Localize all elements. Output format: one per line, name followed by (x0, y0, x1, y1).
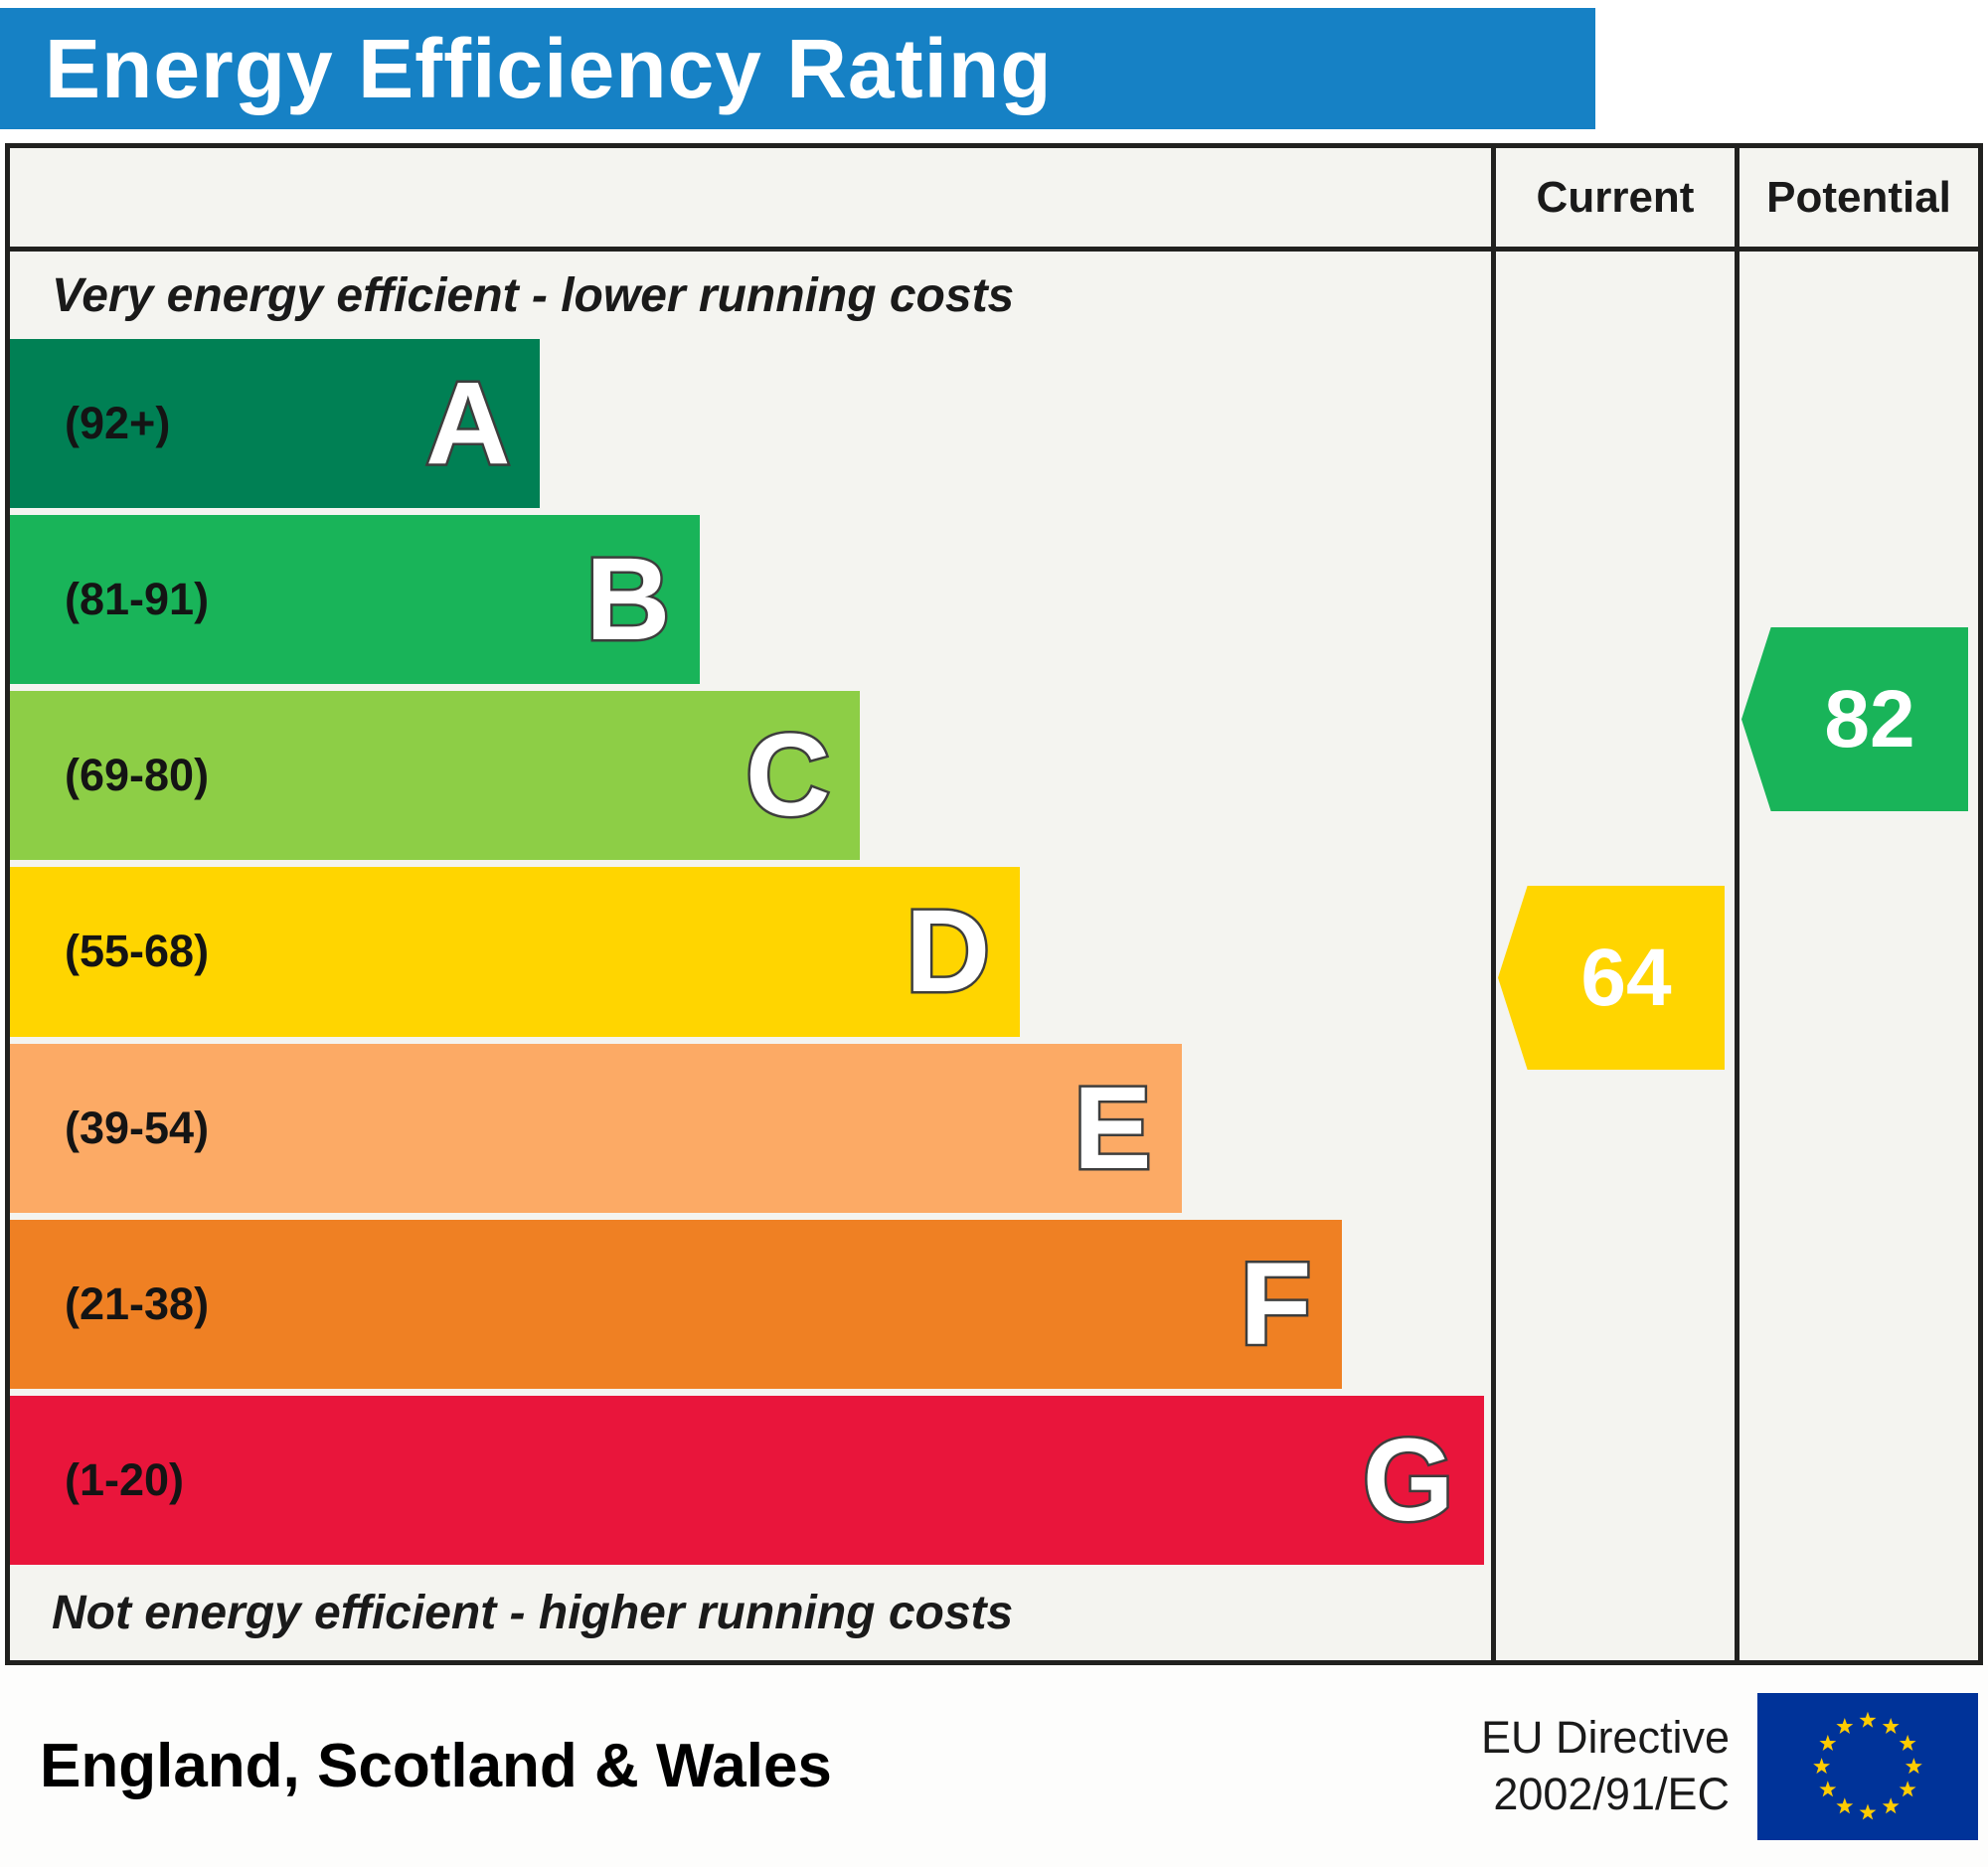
chart-body: Very energy efficient - lower running co… (10, 252, 1978, 1660)
chart-header-row: Current Potential (10, 148, 1978, 252)
caption-top: Very energy efficient - lower running co… (52, 268, 1015, 322)
potential-value: 82 (1824, 673, 1915, 764)
band-row-e: (39-54) E (10, 1043, 1491, 1213)
eu-directive-line1: EU Directive (1480, 1712, 1730, 1764)
eu-flag-icon (1757, 1692, 1978, 1840)
footer-region-label: England, Scotland & Wales (40, 1732, 832, 1800)
band-row-c: (69-80) C (10, 691, 1491, 861)
band-letter-b: B (583, 534, 673, 666)
bands-column: Very energy efficient - lower running co… (10, 252, 1491, 1660)
energy-efficiency-chart: Current Potential Very energy efficient … (5, 143, 1983, 1665)
band-row-f: (21-38) F (10, 1219, 1491, 1389)
current-column: 64 (1491, 252, 1735, 1660)
title-bar: Energy Efficiency Rating (0, 8, 1595, 129)
band-row-d: (55-68) D (10, 867, 1491, 1037)
band-range-e: (39-54) (65, 1102, 210, 1153)
column-header-potential: Potential (1735, 148, 1978, 247)
current-marker: 64 (1498, 886, 1725, 1070)
potential-column: 82 (1735, 252, 1978, 1660)
band-row-b: (81-91) B (10, 515, 1491, 685)
band-letter-a: A (423, 358, 513, 490)
band-range-b: (81-91) (65, 574, 210, 625)
band-letter-g: G (1360, 1414, 1456, 1546)
caption-bottom: Not energy efficient - higher running co… (52, 1586, 1014, 1639)
column-header-current: Current (1491, 148, 1735, 247)
bands: (92+) A (81-91) B (69-80) C (10, 339, 1491, 1565)
band-letter-f: F (1238, 1238, 1314, 1370)
band-letter-c: C (744, 710, 833, 842)
page-title: Energy Efficiency Rating (45, 21, 1053, 115)
band-bar-b: (81-91) B (10, 515, 701, 685)
band-range-c: (69-80) (65, 750, 210, 801)
chart-header-spacer (10, 148, 1491, 247)
band-row-g: (1-20) G (10, 1395, 1491, 1565)
eu-directive-line2: 2002/91/EC (1493, 1768, 1730, 1819)
current-value: 64 (1580, 932, 1672, 1023)
band-bar-g: (1-20) G (10, 1395, 1484, 1565)
band-range-d: (55-68) (65, 926, 210, 977)
band-row-a: (92+) A (10, 339, 1491, 509)
band-bar-e: (39-54) E (10, 1043, 1182, 1213)
band-letter-d: D (903, 886, 992, 1018)
band-range-f: (21-38) (65, 1277, 210, 1329)
eu-directive-label: EU Directive 2002/91/EC (1481, 1710, 1730, 1822)
band-bar-a: (92+) A (10, 339, 541, 509)
potential-marker: 82 (1741, 627, 1968, 811)
band-range-a: (92+) (65, 398, 171, 449)
band-range-g: (1-20) (65, 1453, 185, 1505)
footer: England, Scotland & Wales EU Directive 2… (0, 1665, 1988, 1867)
band-bar-d: (55-68) D (10, 867, 1021, 1037)
band-bar-c: (69-80) C (10, 691, 861, 861)
band-bar-f: (21-38) F (10, 1219, 1342, 1389)
band-letter-e: E (1071, 1062, 1154, 1194)
